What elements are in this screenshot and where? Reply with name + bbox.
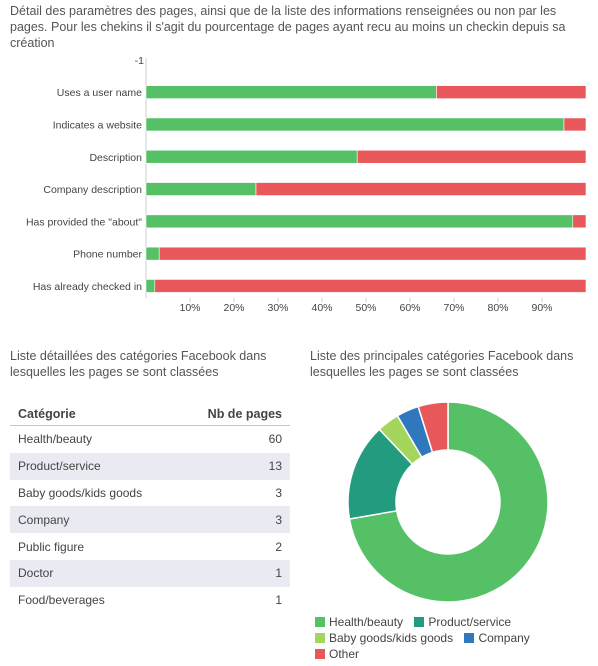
x-tick-label: 20% [223, 302, 244, 314]
legend-item-baby-goods[interactable]: Baby goods/kids goods [315, 630, 453, 646]
count-cell: 3 [275, 485, 282, 500]
bar-segment-green [145, 214, 574, 229]
legend-label: Baby goods/kids goods [329, 631, 454, 645]
stacked-bar-chart: -1 Uses a user name Indicates a website Des… [26, 55, 587, 314]
donut-title: Liste des principales catégories Faceboo… [310, 349, 574, 379]
donut-slice-other [417, 401, 449, 454]
category-cell: Baby goods/kids goods [18, 485, 143, 500]
bar-segment-green [145, 85, 437, 99]
table-header-row: Catégorie Nb de pages [10, 403, 290, 426]
count-cell: 60 [268, 432, 282, 447]
legend-row: Health/beauty Product/service [315, 614, 595, 630]
donut-slice-health-beauty [348, 401, 549, 603]
bar-segment-green [145, 279, 156, 293]
bar-category-label: Description [89, 152, 142, 164]
category-cell: Product/service [10, 452, 181, 480]
bar-category-label: Indicates a website [53, 119, 142, 131]
top-tick-label: -1 [135, 55, 144, 67]
table-row: Company 3 [10, 506, 290, 534]
donut-chart [347, 401, 549, 603]
x-tick-label: 80% [487, 302, 508, 314]
bar-segment-red [436, 85, 587, 99]
x-tick-label: 70% [443, 302, 464, 314]
legend-row: Other [315, 646, 595, 662]
category-cell: Food/beverages [18, 593, 105, 608]
x-tick-label: 90% [531, 302, 552, 314]
legend-swatch [414, 617, 425, 627]
donut-legend: Health/beauty Product/service Baby goods… [315, 614, 595, 662]
bar-segment-red [255, 182, 587, 196]
count-cell: 2 [275, 539, 282, 554]
legend-item-company[interactable]: Company [464, 630, 530, 646]
count-cell: 1 [180, 559, 290, 587]
bar-category-label: Has provided the "about" [26, 216, 142, 228]
category-cell: Public figure [18, 539, 85, 554]
legend-row: Baby goods/kids goods Company [315, 630, 595, 646]
x-tick-label: 30% [267, 302, 288, 314]
legend-swatch [315, 649, 325, 659]
bar-segment-red [356, 149, 587, 164]
category-cell: Doctor [10, 559, 181, 587]
legend-swatch [315, 617, 325, 627]
legend-item-product-service[interactable]: Product/service [414, 614, 511, 630]
table-title: Liste détaillées des catégories Facebook… [10, 349, 267, 379]
bar-segment-red [154, 279, 587, 293]
bar-segment-red [158, 246, 587, 261]
count-cell: 13 [180, 452, 290, 480]
legend-label: Health/beauty [329, 615, 404, 629]
table-row: Baby goods/kids goods 3 [10, 480, 290, 507]
bar-segment-green [145, 246, 160, 261]
legend-label: Other [329, 647, 360, 661]
header-count: Nb de pages [180, 403, 290, 426]
bar-category-label: Phone number [73, 249, 142, 261]
bar-segment-green [145, 117, 565, 132]
bar-category-label: Uses a user name [57, 87, 142, 99]
bar-segment-red [563, 117, 587, 132]
bar-category-label: Company description [43, 184, 142, 196]
legend-label: Product/service [428, 615, 512, 629]
table-row: Doctor 1 [10, 559, 290, 587]
count-cell: 1 [275, 593, 282, 608]
x-tick-label: 50% [355, 302, 376, 314]
table-row: Health/beauty 60 [10, 426, 290, 453]
x-tick-label: 10% [179, 302, 200, 314]
intro-text: Détail des paramètres des pages, ainsi q… [10, 4, 566, 50]
category-table: Catégorie Nb de pages Health/beauty 60 P… [10, 403, 290, 614]
legend-swatch [464, 633, 475, 643]
x-tick-label: 60% [399, 302, 420, 314]
category-cell: Company [10, 506, 181, 534]
table-row: Public figure 2 [10, 533, 290, 560]
legend-label: Company [478, 631, 530, 645]
header-category: Catégorie [10, 403, 181, 426]
bar-category-label: Has already checked in [33, 281, 142, 293]
count-cell: 3 [180, 506, 290, 534]
category-cell: Health/beauty [18, 432, 93, 447]
bar-segment-green [145, 149, 358, 164]
table-row: Product/service 13 [10, 452, 290, 480]
legend-item-other[interactable]: Other [315, 646, 359, 662]
x-tick-label: 40% [311, 302, 332, 314]
legend-item-health-beauty[interactable]: Health/beauty [315, 614, 403, 630]
bar-segment-red [572, 214, 587, 229]
table-row: Food/beverages 1 [10, 587, 290, 614]
legend-swatch [315, 633, 325, 643]
bar-segment-green [145, 182, 257, 196]
